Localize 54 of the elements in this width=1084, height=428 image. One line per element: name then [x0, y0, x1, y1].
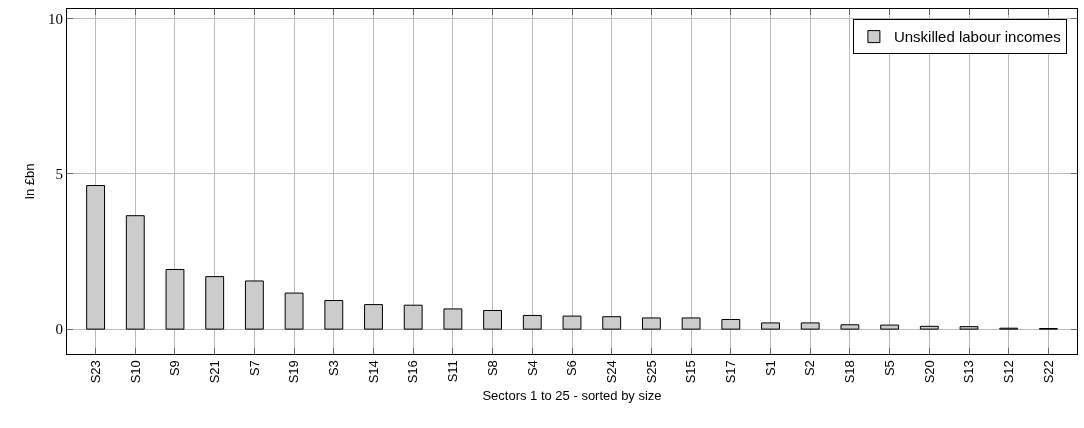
x-tick-label: S12 [1000, 360, 1016, 384]
bar [284, 292, 304, 330]
x-tick-label: S2 [802, 360, 818, 377]
bar [800, 322, 820, 330]
x-tick-label: S14 [365, 360, 381, 384]
x-tick-label: S9 [167, 360, 183, 377]
bar [919, 325, 939, 330]
bar [443, 308, 463, 330]
x-tick-label: S19 [286, 360, 302, 384]
x-tick-label: S23 [87, 360, 103, 384]
legend-label: Unskilled labour incomes [893, 28, 1061, 46]
x-axis-title: Sectors 1 to 25 - sorted by size [482, 387, 662, 403]
bar [959, 326, 979, 330]
x-tick-label: S7 [246, 360, 262, 377]
bar [324, 300, 344, 330]
x-tick-label: S20 [921, 360, 937, 384]
bar [483, 309, 503, 330]
x-tick-label: S11 [445, 360, 461, 383]
x-tick-label: S24 [603, 360, 619, 384]
bar [721, 319, 741, 330]
y-tick-label: 5 [55, 165, 63, 182]
y-tick-label: 10 [48, 10, 63, 27]
x-tick-label: S18 [842, 360, 858, 384]
bar [364, 304, 383, 330]
x-tick-label: S8 [484, 360, 500, 377]
x-tick-label: S4 [524, 360, 540, 377]
bar [86, 185, 106, 330]
x-tick-label: S1 [762, 360, 778, 377]
bar [681, 317, 701, 330]
x-tick-label: S6 [564, 360, 580, 377]
x-tick-label: S10 [127, 360, 143, 384]
x-tick-label: S17 [723, 360, 739, 384]
x-tick-label: S3 [326, 360, 342, 377]
x-tick-label: S22 [1040, 360, 1056, 384]
bar [641, 317, 661, 330]
bar [403, 304, 423, 330]
bar [840, 324, 860, 330]
x-tick-label: S13 [961, 360, 977, 384]
bar [205, 276, 225, 330]
x-tick-label: S15 [683, 360, 699, 384]
bar [244, 280, 264, 330]
bar [761, 322, 780, 330]
x-tick-label: S5 [881, 360, 897, 377]
x-tick-label: S16 [405, 360, 421, 384]
x-tick-label: S21 [206, 360, 222, 384]
y-tick-label: 0 [55, 321, 63, 338]
bar [562, 315, 582, 330]
bar [602, 316, 622, 330]
bar [880, 324, 900, 330]
bar [522, 314, 542, 330]
bar [125, 215, 145, 330]
bar [165, 268, 185, 330]
x-tick-label: S25 [643, 360, 659, 384]
y-axis-title: In £bn [21, 163, 37, 200]
